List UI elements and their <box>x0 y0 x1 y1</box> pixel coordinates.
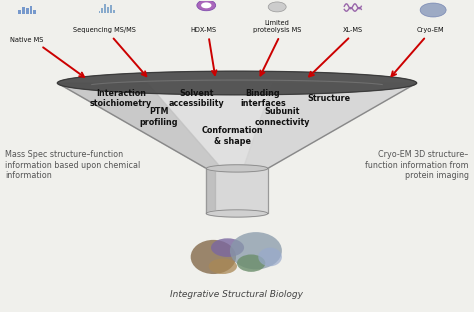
Ellipse shape <box>258 248 282 266</box>
Text: XL-MS: XL-MS <box>343 27 363 33</box>
Polygon shape <box>57 71 417 95</box>
Polygon shape <box>110 5 112 13</box>
Ellipse shape <box>420 3 446 17</box>
Text: HDX-MS: HDX-MS <box>191 27 217 33</box>
Polygon shape <box>22 7 25 14</box>
Text: Integrative Structural Biology: Integrative Structural Biology <box>171 290 303 299</box>
Text: Solvent
accessibility: Solvent accessibility <box>169 89 225 108</box>
Polygon shape <box>243 83 417 168</box>
Ellipse shape <box>268 2 286 12</box>
Polygon shape <box>99 11 100 13</box>
Text: Subunit
connectivity: Subunit connectivity <box>254 107 310 127</box>
Polygon shape <box>57 83 417 168</box>
Text: Structure: Structure <box>308 94 351 103</box>
Polygon shape <box>206 165 268 172</box>
Text: PTM
profiling: PTM profiling <box>140 107 178 127</box>
Polygon shape <box>26 8 28 14</box>
Polygon shape <box>113 10 115 13</box>
Ellipse shape <box>209 259 237 274</box>
Polygon shape <box>33 10 36 14</box>
Text: Cryo-EM: Cryo-EM <box>417 27 445 33</box>
Ellipse shape <box>237 255 265 272</box>
Polygon shape <box>104 4 106 13</box>
Polygon shape <box>18 10 21 14</box>
Polygon shape <box>57 83 222 168</box>
Polygon shape <box>101 8 103 13</box>
Text: Limited
proteolysis MS: Limited proteolysis MS <box>253 20 301 33</box>
Ellipse shape <box>230 232 282 269</box>
Text: Sequencing MS/MS: Sequencing MS/MS <box>73 27 136 33</box>
Text: Binding
interfaces: Binding interfaces <box>240 89 286 108</box>
Ellipse shape <box>191 240 236 274</box>
Text: Mass Spec structure–function
information based upon chemical
information: Mass Spec structure–function information… <box>5 150 141 180</box>
Ellipse shape <box>201 2 211 8</box>
Text: Conformation
& shape: Conformation & shape <box>201 126 263 145</box>
Polygon shape <box>206 210 268 217</box>
Polygon shape <box>29 6 32 14</box>
Text: Native MS: Native MS <box>10 37 44 43</box>
Polygon shape <box>206 168 216 213</box>
Polygon shape <box>107 7 109 13</box>
Text: Cryo-EM 3D structure–
function information from
protein imaging: Cryo-EM 3D structure– function informati… <box>365 150 469 180</box>
Text: Interaction
stoichiometry: Interaction stoichiometry <box>90 89 152 108</box>
Ellipse shape <box>197 0 216 11</box>
Ellipse shape <box>211 238 244 257</box>
Polygon shape <box>206 168 268 213</box>
